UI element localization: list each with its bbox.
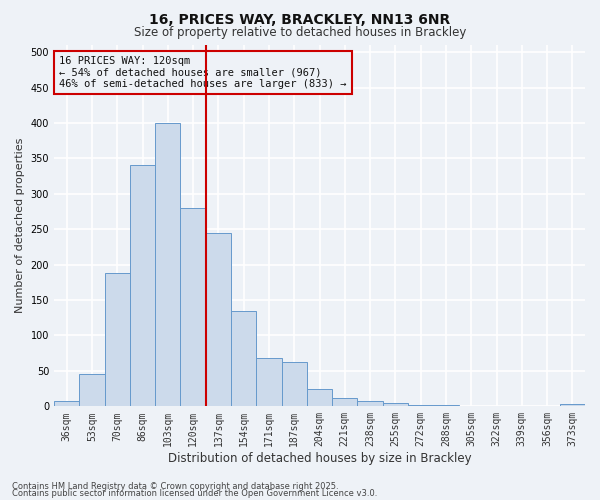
Bar <box>383 404 408 406</box>
Bar <box>206 233 231 406</box>
Bar <box>256 358 281 406</box>
Bar <box>155 123 181 406</box>
Bar <box>433 405 458 406</box>
Bar <box>358 402 383 406</box>
Bar <box>332 398 358 406</box>
Text: Contains HM Land Registry data © Crown copyright and database right 2025.: Contains HM Land Registry data © Crown c… <box>12 482 338 491</box>
Bar <box>408 405 433 406</box>
Text: 16, PRICES WAY, BRACKLEY, NN13 6NR: 16, PRICES WAY, BRACKLEY, NN13 6NR <box>149 12 451 26</box>
Bar <box>231 310 256 406</box>
Bar <box>181 208 206 406</box>
Y-axis label: Number of detached properties: Number of detached properties <box>15 138 25 314</box>
Bar <box>307 388 332 406</box>
Bar <box>130 166 155 406</box>
X-axis label: Distribution of detached houses by size in Brackley: Distribution of detached houses by size … <box>168 452 472 465</box>
Text: 16 PRICES WAY: 120sqm
← 54% of detached houses are smaller (967)
46% of semi-det: 16 PRICES WAY: 120sqm ← 54% of detached … <box>59 56 347 89</box>
Bar <box>560 404 585 406</box>
Bar <box>79 374 104 406</box>
Text: Size of property relative to detached houses in Brackley: Size of property relative to detached ho… <box>134 26 466 39</box>
Bar <box>54 400 79 406</box>
Text: Contains public sector information licensed under the Open Government Licence v3: Contains public sector information licen… <box>12 489 377 498</box>
Bar <box>104 273 130 406</box>
Bar <box>281 362 307 406</box>
